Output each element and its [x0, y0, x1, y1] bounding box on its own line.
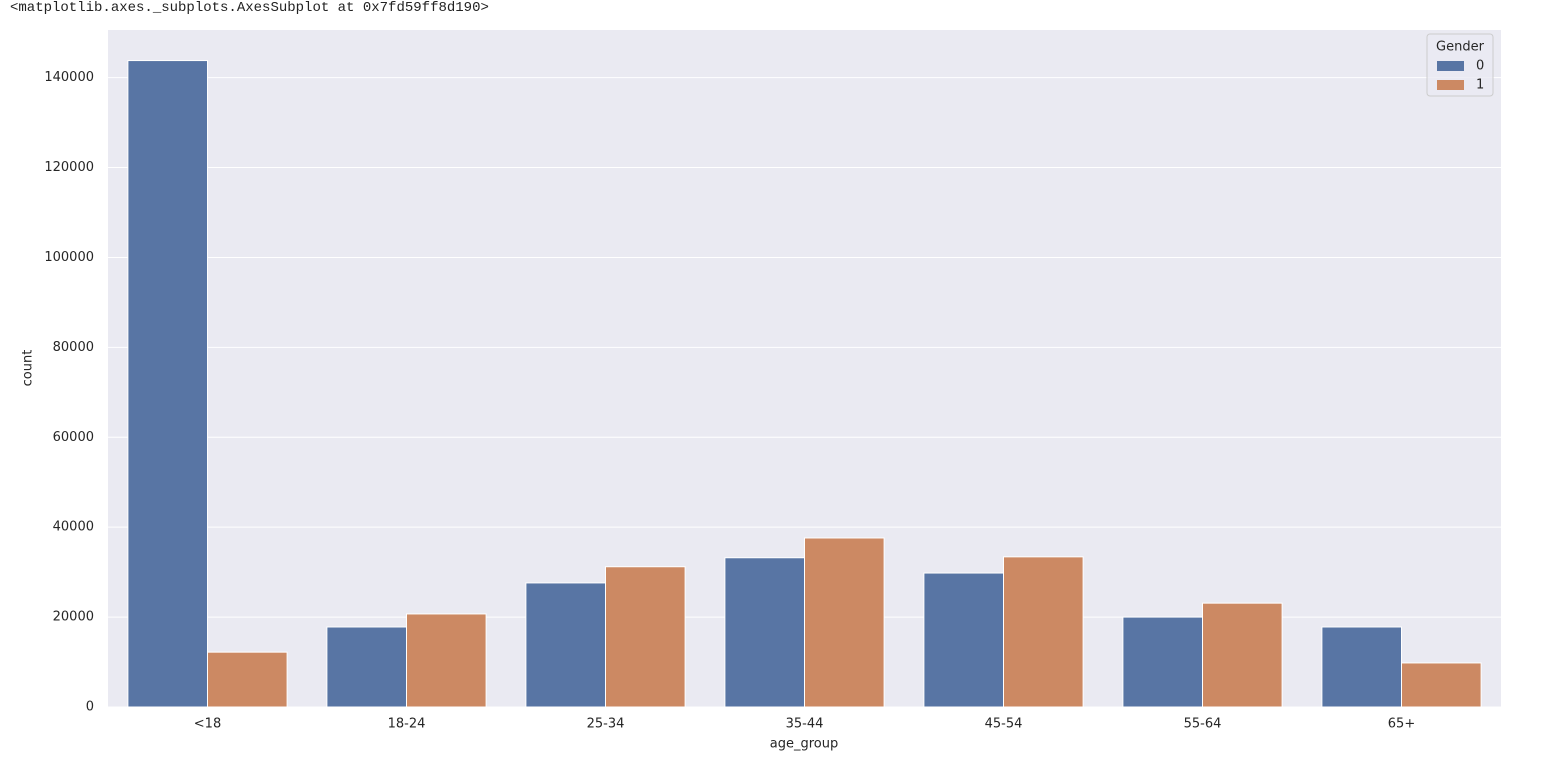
legend-swatch — [1437, 61, 1464, 71]
bar — [1401, 662, 1482, 708]
x-axis-label: age_group — [770, 737, 838, 752]
y-tick-label: 100000 — [44, 250, 94, 265]
legend-label: 0 — [1476, 59, 1484, 74]
y-tick-label: 0 — [86, 700, 94, 715]
x-tick-label: 25-34 — [587, 717, 625, 732]
bar — [1202, 602, 1283, 708]
bar — [326, 626, 407, 708]
x-tick-label: 55-64 — [1184, 717, 1222, 732]
bar — [605, 566, 686, 708]
y-tick-label: 20000 — [53, 610, 94, 625]
x-tick-label: 35-44 — [786, 717, 824, 732]
bar — [804, 537, 885, 708]
bar — [207, 651, 288, 708]
bar — [1003, 556, 1084, 708]
y-tick-label: 40000 — [53, 520, 94, 535]
x-tick-label: 18-24 — [388, 717, 426, 732]
bar — [525, 582, 607, 708]
y-tick-label: 120000 — [44, 160, 94, 175]
bar — [724, 557, 806, 708]
output-text: <matplotlib.axes._subplots.AxesSubplot a… — [10, 0, 489, 16]
bar — [127, 60, 208, 708]
x-tick-label: 65+ — [1388, 717, 1415, 732]
y-axis-label: count — [21, 350, 36, 387]
y-tick-label: 140000 — [44, 70, 94, 85]
bar — [923, 572, 1005, 708]
legend-swatch — [1437, 80, 1464, 90]
y-tick-label: 60000 — [53, 430, 94, 445]
bar — [1122, 616, 1204, 708]
bar — [1321, 626, 1403, 708]
y-tick-label: 80000 — [53, 340, 94, 355]
legend-label: 1 — [1476, 78, 1484, 93]
legend-title: Gender — [1436, 40, 1485, 55]
x-tick-label: <18 — [194, 717, 221, 732]
bar — [406, 613, 487, 708]
x-tick-label: 45-54 — [985, 717, 1023, 732]
